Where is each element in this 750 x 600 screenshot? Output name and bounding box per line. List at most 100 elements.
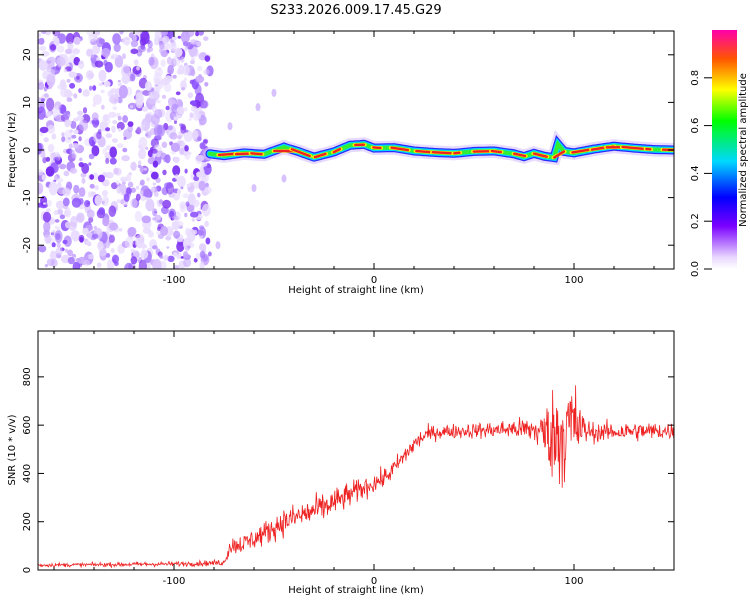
noise-blob — [150, 186, 156, 193]
noise-blob — [196, 41, 202, 47]
noise-blob — [130, 48, 139, 55]
noise-blob — [116, 199, 122, 204]
noise-blob — [96, 262, 102, 268]
ridge-peak — [313, 152, 327, 159]
noise-blob — [124, 262, 134, 269]
noise-blob — [180, 80, 187, 90]
noise-blob — [81, 163, 90, 174]
noise-blob — [135, 185, 140, 190]
noise-blob — [102, 114, 111, 126]
noise-blob — [190, 68, 196, 77]
bot-xtick-label: -100 — [163, 576, 186, 587]
noise-blob — [53, 210, 58, 216]
noise-blob — [206, 163, 211, 169]
noise-blob — [96, 56, 101, 62]
noise-blob — [163, 156, 168, 163]
noise-blob — [255, 103, 261, 112]
noise-blob — [154, 41, 158, 46]
noise-blob — [161, 141, 168, 148]
noise-blob — [44, 93, 49, 98]
noise-blob — [147, 230, 154, 238]
noise-blob — [111, 254, 120, 264]
noise-blob — [105, 171, 114, 179]
noise-blob — [65, 33, 75, 45]
noise-blob — [67, 137, 71, 140]
noise-blob — [141, 124, 146, 128]
noise-blob — [96, 37, 104, 48]
noise-blob — [71, 48, 80, 55]
noise-blob — [140, 190, 144, 196]
noise-blob — [46, 60, 51, 64]
noise-blob — [112, 33, 121, 45]
noise-blob — [162, 169, 167, 176]
noise-blob — [78, 88, 82, 94]
spectrogram-y-ticks: -20 -10 0 10 20 — [22, 48, 674, 253]
noise-blob — [189, 52, 194, 58]
noise-blob — [113, 43, 121, 53]
noise-blob — [121, 155, 130, 162]
top-xtick-label: 0 — [371, 275, 377, 286]
noise-blob — [171, 215, 179, 221]
noise-blob — [56, 209, 64, 215]
colorbar-tick-label: 0.4 — [690, 165, 701, 181]
noise-blob — [204, 220, 209, 227]
ridge-peak — [621, 145, 645, 151]
noise-blob — [130, 40, 139, 48]
noise-blob — [119, 183, 127, 194]
frequency-ridge — [203, 129, 674, 166]
noise-blob — [117, 143, 124, 149]
noise-blob — [47, 124, 55, 134]
noise-blob — [61, 132, 65, 137]
noise-blob — [62, 239, 68, 245]
noise-blob — [193, 258, 198, 263]
noise-blob — [94, 195, 102, 206]
noise-blob — [108, 111, 117, 118]
noise-blob — [88, 153, 95, 160]
noise-blob — [46, 208, 51, 213]
noise-blob — [130, 161, 137, 171]
noise-blob — [136, 65, 140, 71]
noise-blob — [188, 242, 195, 248]
noise-blob — [183, 77, 187, 82]
noise-blob — [92, 172, 99, 181]
noise-blob — [117, 80, 121, 83]
noise-blob — [184, 107, 188, 112]
noise-blob — [143, 167, 148, 171]
noise-blob — [192, 130, 199, 140]
noise-blob — [61, 254, 70, 264]
noise-blob — [43, 86, 48, 92]
noise-blob — [43, 137, 49, 143]
ridge-peak — [390, 146, 410, 152]
noise-blob — [72, 261, 81, 269]
noise-blob — [190, 105, 198, 112]
noise-blob — [188, 118, 192, 121]
noise-blob — [138, 136, 148, 150]
snr-y-ticks: 0 200 400 600 800 — [22, 367, 674, 573]
noise-blob — [149, 95, 155, 99]
noise-blob — [204, 55, 211, 62]
noise-blob — [187, 152, 192, 155]
noise-blob — [135, 193, 141, 201]
noise-blob — [63, 129, 73, 143]
noise-blob — [215, 241, 221, 250]
noise-blob — [173, 230, 181, 239]
noise-blob — [78, 60, 85, 70]
noise-blob — [165, 105, 170, 111]
noise-blob — [46, 258, 55, 267]
noise-blob — [172, 74, 177, 79]
noise-blob — [177, 35, 181, 39]
noise-blob — [166, 56, 173, 65]
noise-blob — [108, 234, 115, 243]
snr-x-ticks: -100 0 100 — [53, 331, 655, 587]
noise-blob — [86, 48, 94, 57]
bot-ytick-label: 200 — [22, 512, 33, 531]
noise-blob — [152, 208, 158, 217]
noise-blob — [112, 120, 118, 125]
noise-blob — [122, 115, 128, 123]
noise-blob — [148, 56, 155, 66]
noise-blob — [123, 136, 127, 141]
ridge-peak — [513, 152, 527, 158]
noise-blob — [79, 157, 83, 162]
